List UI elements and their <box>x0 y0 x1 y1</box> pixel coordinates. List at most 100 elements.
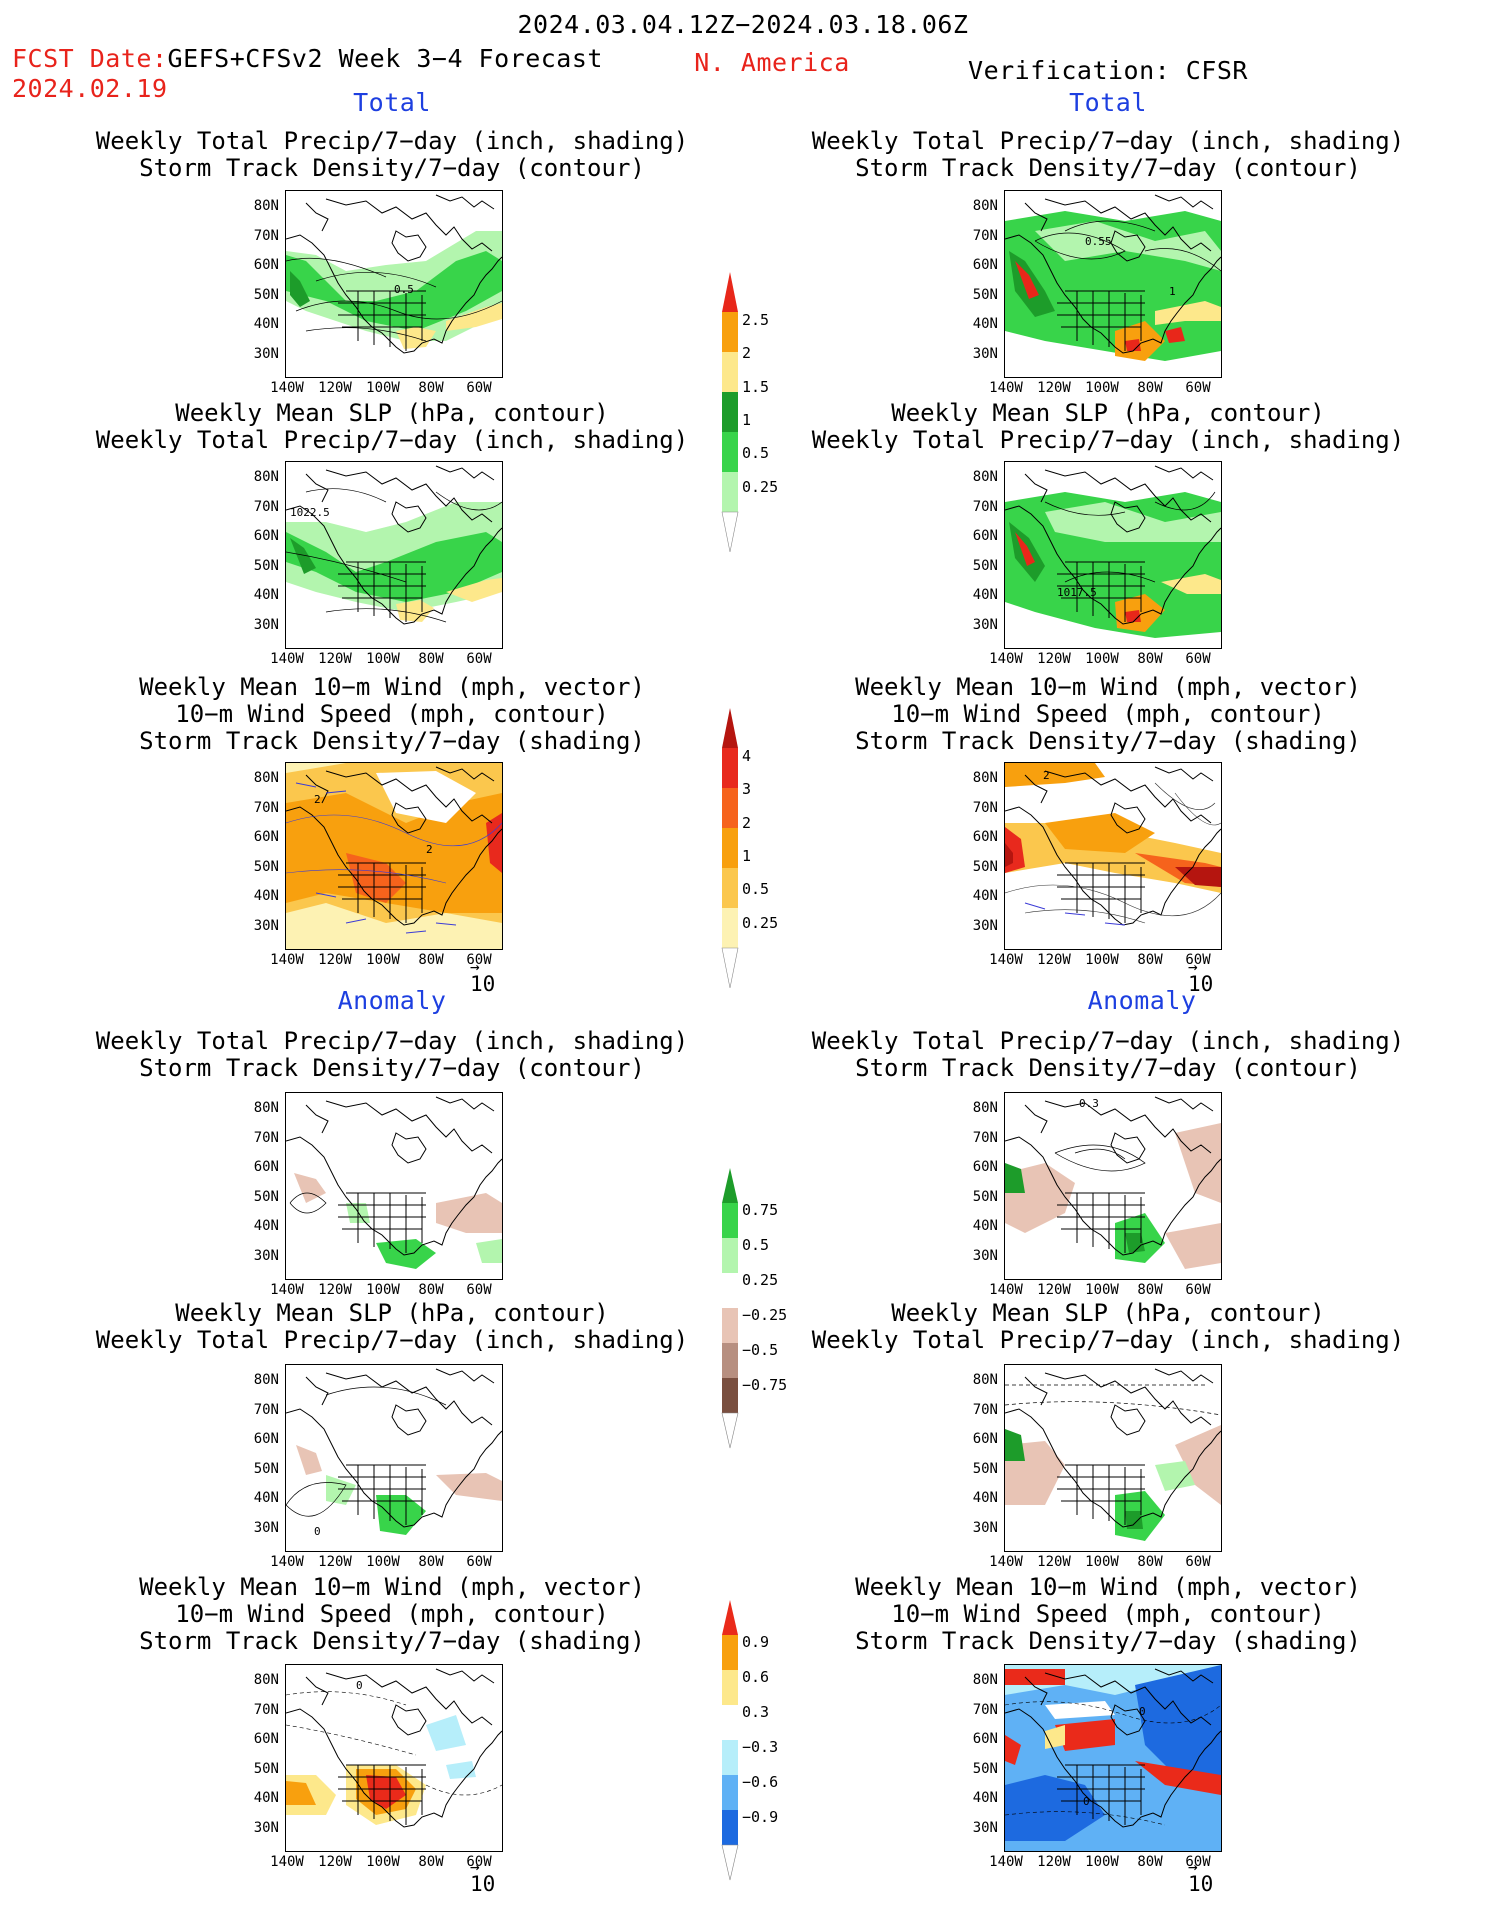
colorbar-segment <box>722 828 738 868</box>
lon-tick-label: 80W <box>1137 380 1163 396</box>
fc-anom-slp-title: Weekly Mean SLP (hPa, contour) Weekly Tot… <box>95 1299 689 1354</box>
lat-tick-label: 40N <box>253 1790 279 1806</box>
lat-tick-label: 70N <box>253 1701 279 1718</box>
vf-anom-precip-map: 0.3 <box>1004 1092 1222 1280</box>
lat-tick-label: 30N <box>253 345 279 362</box>
colorbar-segment <box>722 1343 738 1378</box>
lat-tick-label: 40N <box>253 1218 279 1234</box>
colorbar-segment <box>722 352 738 392</box>
lat-tick-label: 60N <box>972 829 998 845</box>
lon-tick-label: 140W <box>989 1554 1023 1570</box>
lat-tick-label: 40N <box>253 587 279 603</box>
lon-tick-label: 120W <box>1037 1854 1071 1870</box>
lon-tick-label: 60W <box>466 952 492 968</box>
lat-tick-label: 80N <box>972 1100 998 1116</box>
lat-tick-label: 80N <box>972 469 998 485</box>
lon-tick-label: 100W <box>366 651 400 667</box>
colorbar-segment <box>722 312 738 352</box>
lat-tick-label: 40N <box>253 316 279 332</box>
lat-tick-label: 70N <box>972 227 998 244</box>
lon-tick-label: 140W <box>989 651 1023 667</box>
lon-tick-label: 120W <box>1037 1554 1071 1570</box>
colorbar-anom_density <box>721 1600 739 1881</box>
header-forecast-line: FCST Date:GEFS+CFSv2 Week 3−4 Forecast <box>12 44 603 73</box>
lat-tick-label: 60N <box>253 1159 279 1175</box>
lon-tick-label: 100W <box>366 1282 400 1298</box>
lat-tick-label: 50N <box>253 1460 279 1477</box>
colorbar-anom_precip <box>721 1168 739 1449</box>
lat-tick-label: 60N <box>253 1731 279 1747</box>
colorbar-tick-label: 3 <box>742 780 752 799</box>
colorbar-tick-label: 2.5 <box>742 311 770 329</box>
colorbar-tick-label: 0.75 <box>742 1201 779 1219</box>
lat-tick-label: 70N <box>972 1701 998 1718</box>
lon-tick-label: 80W <box>418 1854 444 1870</box>
lat-tick-label: 50N <box>972 1460 998 1477</box>
colorbar-cap <box>721 511 739 553</box>
lon-tick-label: 80W <box>418 952 444 968</box>
fc-anom-wind-title: Weekly Mean 10−m Wind (mph, vector) 10−m … <box>139 1573 645 1655</box>
lat-tick-label: 30N <box>972 1519 998 1536</box>
forecast-anomaly-header: Anomaly <box>337 986 447 1015</box>
fcst-date: 2024.02.19 <box>12 74 168 103</box>
vf-total-precip-contour-label-b: 5 <box>1105 235 1112 248</box>
lon-tick-label: 100W <box>366 952 400 968</box>
forecast-period: 2024.03.04.12Z−2024.03.18.06Z <box>517 10 969 39</box>
colorbar-segment <box>722 1775 738 1810</box>
lon-tick-label: 60W <box>466 1282 492 1298</box>
verification-anomaly-header: Anomaly <box>1087 986 1197 1015</box>
lon-tick-label: 80W <box>418 1554 444 1570</box>
lat-tick-label: 70N <box>972 1401 998 1418</box>
colorbar-tick-label: −0.6 <box>742 1773 779 1791</box>
colorbar-tick-label: 1 <box>742 847 752 865</box>
lon-tick-label: 140W <box>270 380 304 396</box>
vf-total-wind-title: Weekly Mean 10−m Wind (mph, vector) 10−m … <box>855 673 1361 755</box>
fc-total-slp-map: 1022.5 <box>285 461 503 649</box>
lat-tick-label: 70N <box>972 799 998 816</box>
lon-tick-label: 120W <box>318 380 352 396</box>
colorbar-segment <box>722 1810 738 1845</box>
colorbar-tick-label: 0.25 <box>742 477 779 496</box>
colorbar-tick-label: 0.9 <box>742 1633 770 1651</box>
colorbar-cap <box>722 272 738 312</box>
colorbar-segment <box>722 1705 738 1740</box>
lon-tick-label: 60W <box>1185 380 1211 396</box>
fc-total-wind-contour-label-b: 2 <box>426 843 433 856</box>
colorbar-segment <box>722 1635 738 1670</box>
colorbar-tick-label: 0.3 <box>742 1703 770 1721</box>
lat-tick-label: 50N <box>972 286 998 303</box>
lat-tick-label: 30N <box>253 616 279 633</box>
colorbar-tick-label: −0.25 <box>742 1306 788 1324</box>
lon-tick-label: 80W <box>418 380 444 396</box>
colorbar-segment <box>722 748 738 788</box>
lat-tick-label: 30N <box>972 1247 998 1264</box>
vf-total-precip-contour-label-c: 1 <box>1169 285 1176 298</box>
lon-tick-label: 100W <box>1085 952 1119 968</box>
fc-anom-precip-map <box>285 1092 503 1280</box>
vf-anom-wind-title: Weekly Mean 10−m Wind (mph, vector) 10−m … <box>855 1573 1361 1655</box>
vf-anom-precip-title: Weekly Total Precip/7−day (inch, shading… <box>811 1027 1405 1082</box>
lat-tick-label: 80N <box>253 1100 279 1116</box>
lon-tick-label: 80W <box>1137 952 1163 968</box>
vf-anom-vector-ref: → 10 <box>1188 1857 1214 1897</box>
lat-tick-label: 30N <box>972 616 998 633</box>
lat-tick-label: 50N <box>972 1760 998 1777</box>
lat-tick-label: 70N <box>253 498 279 515</box>
fc-anom-wind-contour-label: 0 <box>356 1679 363 1692</box>
vf-total-slp-contour-label: 1017.5 <box>1057 586 1097 599</box>
colorbar-tick-label: −0.3 <box>742 1738 779 1756</box>
lat-tick-label: 30N <box>253 1819 279 1836</box>
colorbar-segment <box>722 1378 738 1413</box>
fc-total-vector-ref: → 10 <box>470 957 496 997</box>
fc-anom-slp-contour-label: 0 <box>314 1525 321 1538</box>
lon-tick-label: 140W <box>270 651 304 667</box>
lon-tick-label: 140W <box>270 1554 304 1570</box>
fc-total-precip-contour-label: 0.5 <box>394 283 414 296</box>
fc-total-wind-title: Weekly Mean 10−m Wind (mph, vector) 10−m … <box>139 673 645 755</box>
vf-anom-slp-map <box>1004 1364 1222 1552</box>
lon-tick-label: 100W <box>1085 380 1119 396</box>
fc-total-slp-title: Weekly Mean SLP (hPa, contour) Weekly Tot… <box>95 399 689 454</box>
colorbar-tick-label: 4 <box>742 747 752 765</box>
vf-total-vector-ref: → 10 <box>1188 957 1214 997</box>
lat-tick-label: 80N <box>972 1372 998 1388</box>
